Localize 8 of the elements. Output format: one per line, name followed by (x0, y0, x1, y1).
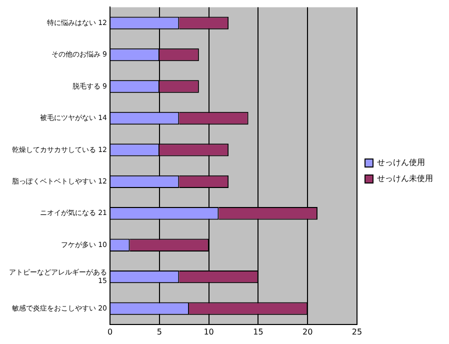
x-tick-label: 20 (302, 327, 313, 336)
legend-label: せっけん使用 (377, 158, 425, 168)
legend-label: せっけん未使用 (377, 174, 433, 184)
x-tick-label: 10 (204, 327, 214, 336)
x-tick-label: 0 (107, 327, 113, 336)
x-tick-label: 25 (352, 327, 362, 336)
x-tick-label: 5 (156, 327, 162, 336)
x-tick-label: 15 (253, 327, 264, 336)
